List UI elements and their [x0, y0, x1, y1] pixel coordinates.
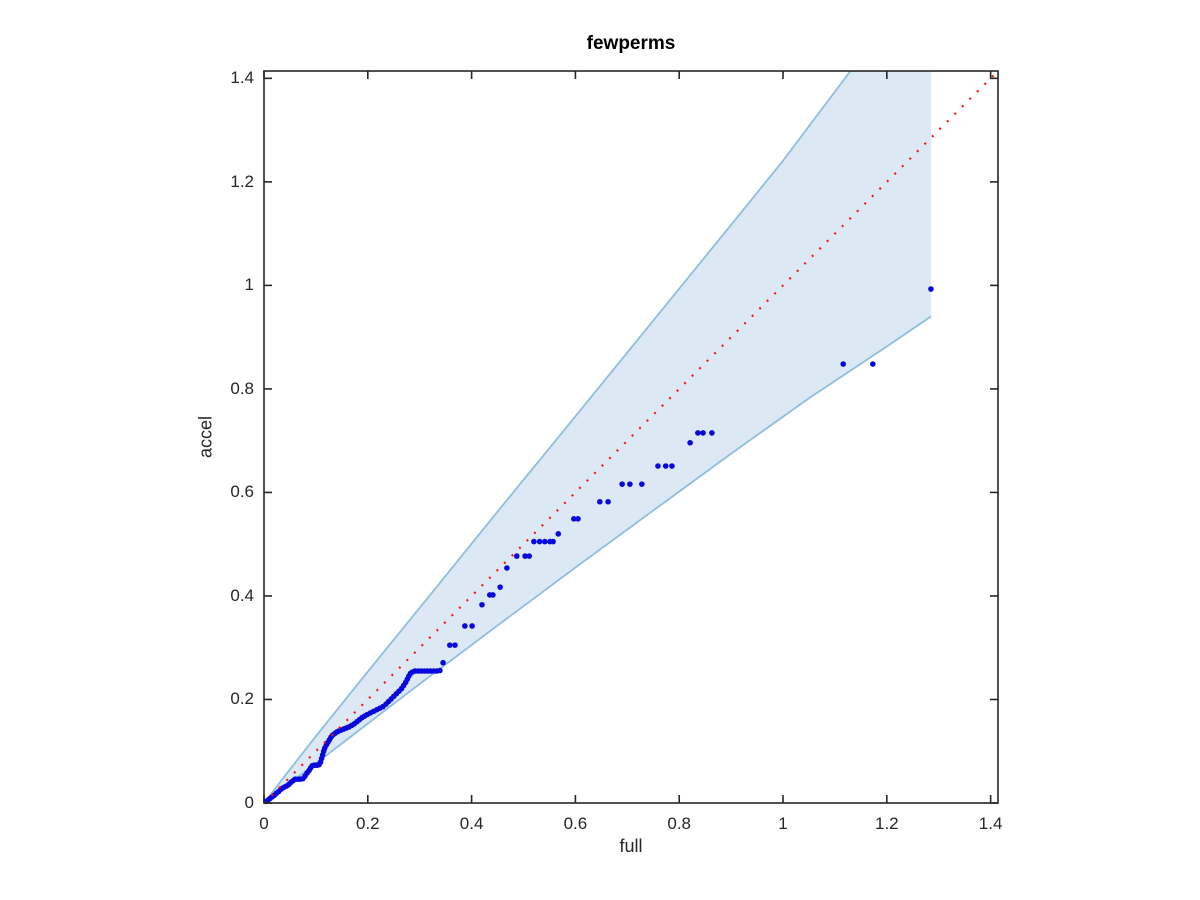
- data-point: [571, 516, 577, 522]
- data-point: [531, 538, 537, 545]
- data-point: [504, 565, 510, 571]
- plot-title: fewperms: [586, 33, 676, 54]
- x-tick-label: 1.4: [978, 814, 1003, 833]
- data-point: [639, 481, 645, 487]
- data-point: [497, 584, 503, 590]
- x-tick-label: 0.6: [563, 814, 588, 833]
- data-point: [437, 667, 443, 674]
- plot-box: [263, 70, 999, 804]
- y-tick-label: 0: [244, 793, 254, 812]
- data-point: [669, 463, 675, 469]
- data-point: [555, 531, 562, 537]
- data-point: [870, 361, 876, 367]
- x-tick-label: 0.8: [667, 814, 692, 833]
- data-point: [687, 439, 693, 446]
- confidence-band-lower-edge: [263, 315, 932, 804]
- data-point: [440, 659, 446, 666]
- x-axis-label: full: [619, 836, 643, 856]
- data-point: [469, 623, 475, 629]
- data-point: [655, 463, 661, 469]
- y-tick-label: 0.2: [230, 689, 254, 709]
- y-tick-label: 0.8: [230, 378, 254, 398]
- y-tick-label: 0.4: [230, 585, 254, 605]
- y-tick-label: 1.4: [230, 68, 254, 88]
- data-point: [627, 481, 633, 487]
- data-point: [928, 286, 934, 292]
- data-point: [479, 601, 485, 608]
- data-point: [490, 592, 496, 598]
- data-point: [662, 463, 669, 469]
- data-point: [840, 361, 847, 367]
- y-tick-label: 1.2: [230, 171, 254, 191]
- data-point: [541, 538, 548, 545]
- data-point: [575, 516, 581, 522]
- data-point: [536, 538, 543, 545]
- x-tick-label: 0: [259, 814, 269, 833]
- data-point: [709, 430, 715, 436]
- data-point: [522, 553, 528, 559]
- data-point: [619, 481, 625, 487]
- data-point: [605, 498, 611, 505]
- data-point: [513, 553, 520, 559]
- data-point: [462, 623, 468, 629]
- confidence-band-fill: [264, 71, 931, 803]
- y-tick-label: 0.6: [230, 482, 254, 502]
- x-tick-label: 0.4: [459, 814, 484, 833]
- data-point: [695, 430, 701, 436]
- x-tick-label: 1.2: [874, 814, 899, 833]
- data-point: [700, 430, 706, 436]
- x-tick-label: 0.2: [355, 814, 380, 833]
- y-tick-label: 1: [244, 275, 254, 295]
- data-point: [452, 642, 458, 648]
- confidence-band-upper-edge: [263, 70, 852, 804]
- data-point: [597, 498, 603, 505]
- x-tick-label: 1: [778, 814, 788, 833]
- data-point: [550, 538, 556, 545]
- data-point: [447, 642, 453, 648]
- data-point: [526, 553, 533, 559]
